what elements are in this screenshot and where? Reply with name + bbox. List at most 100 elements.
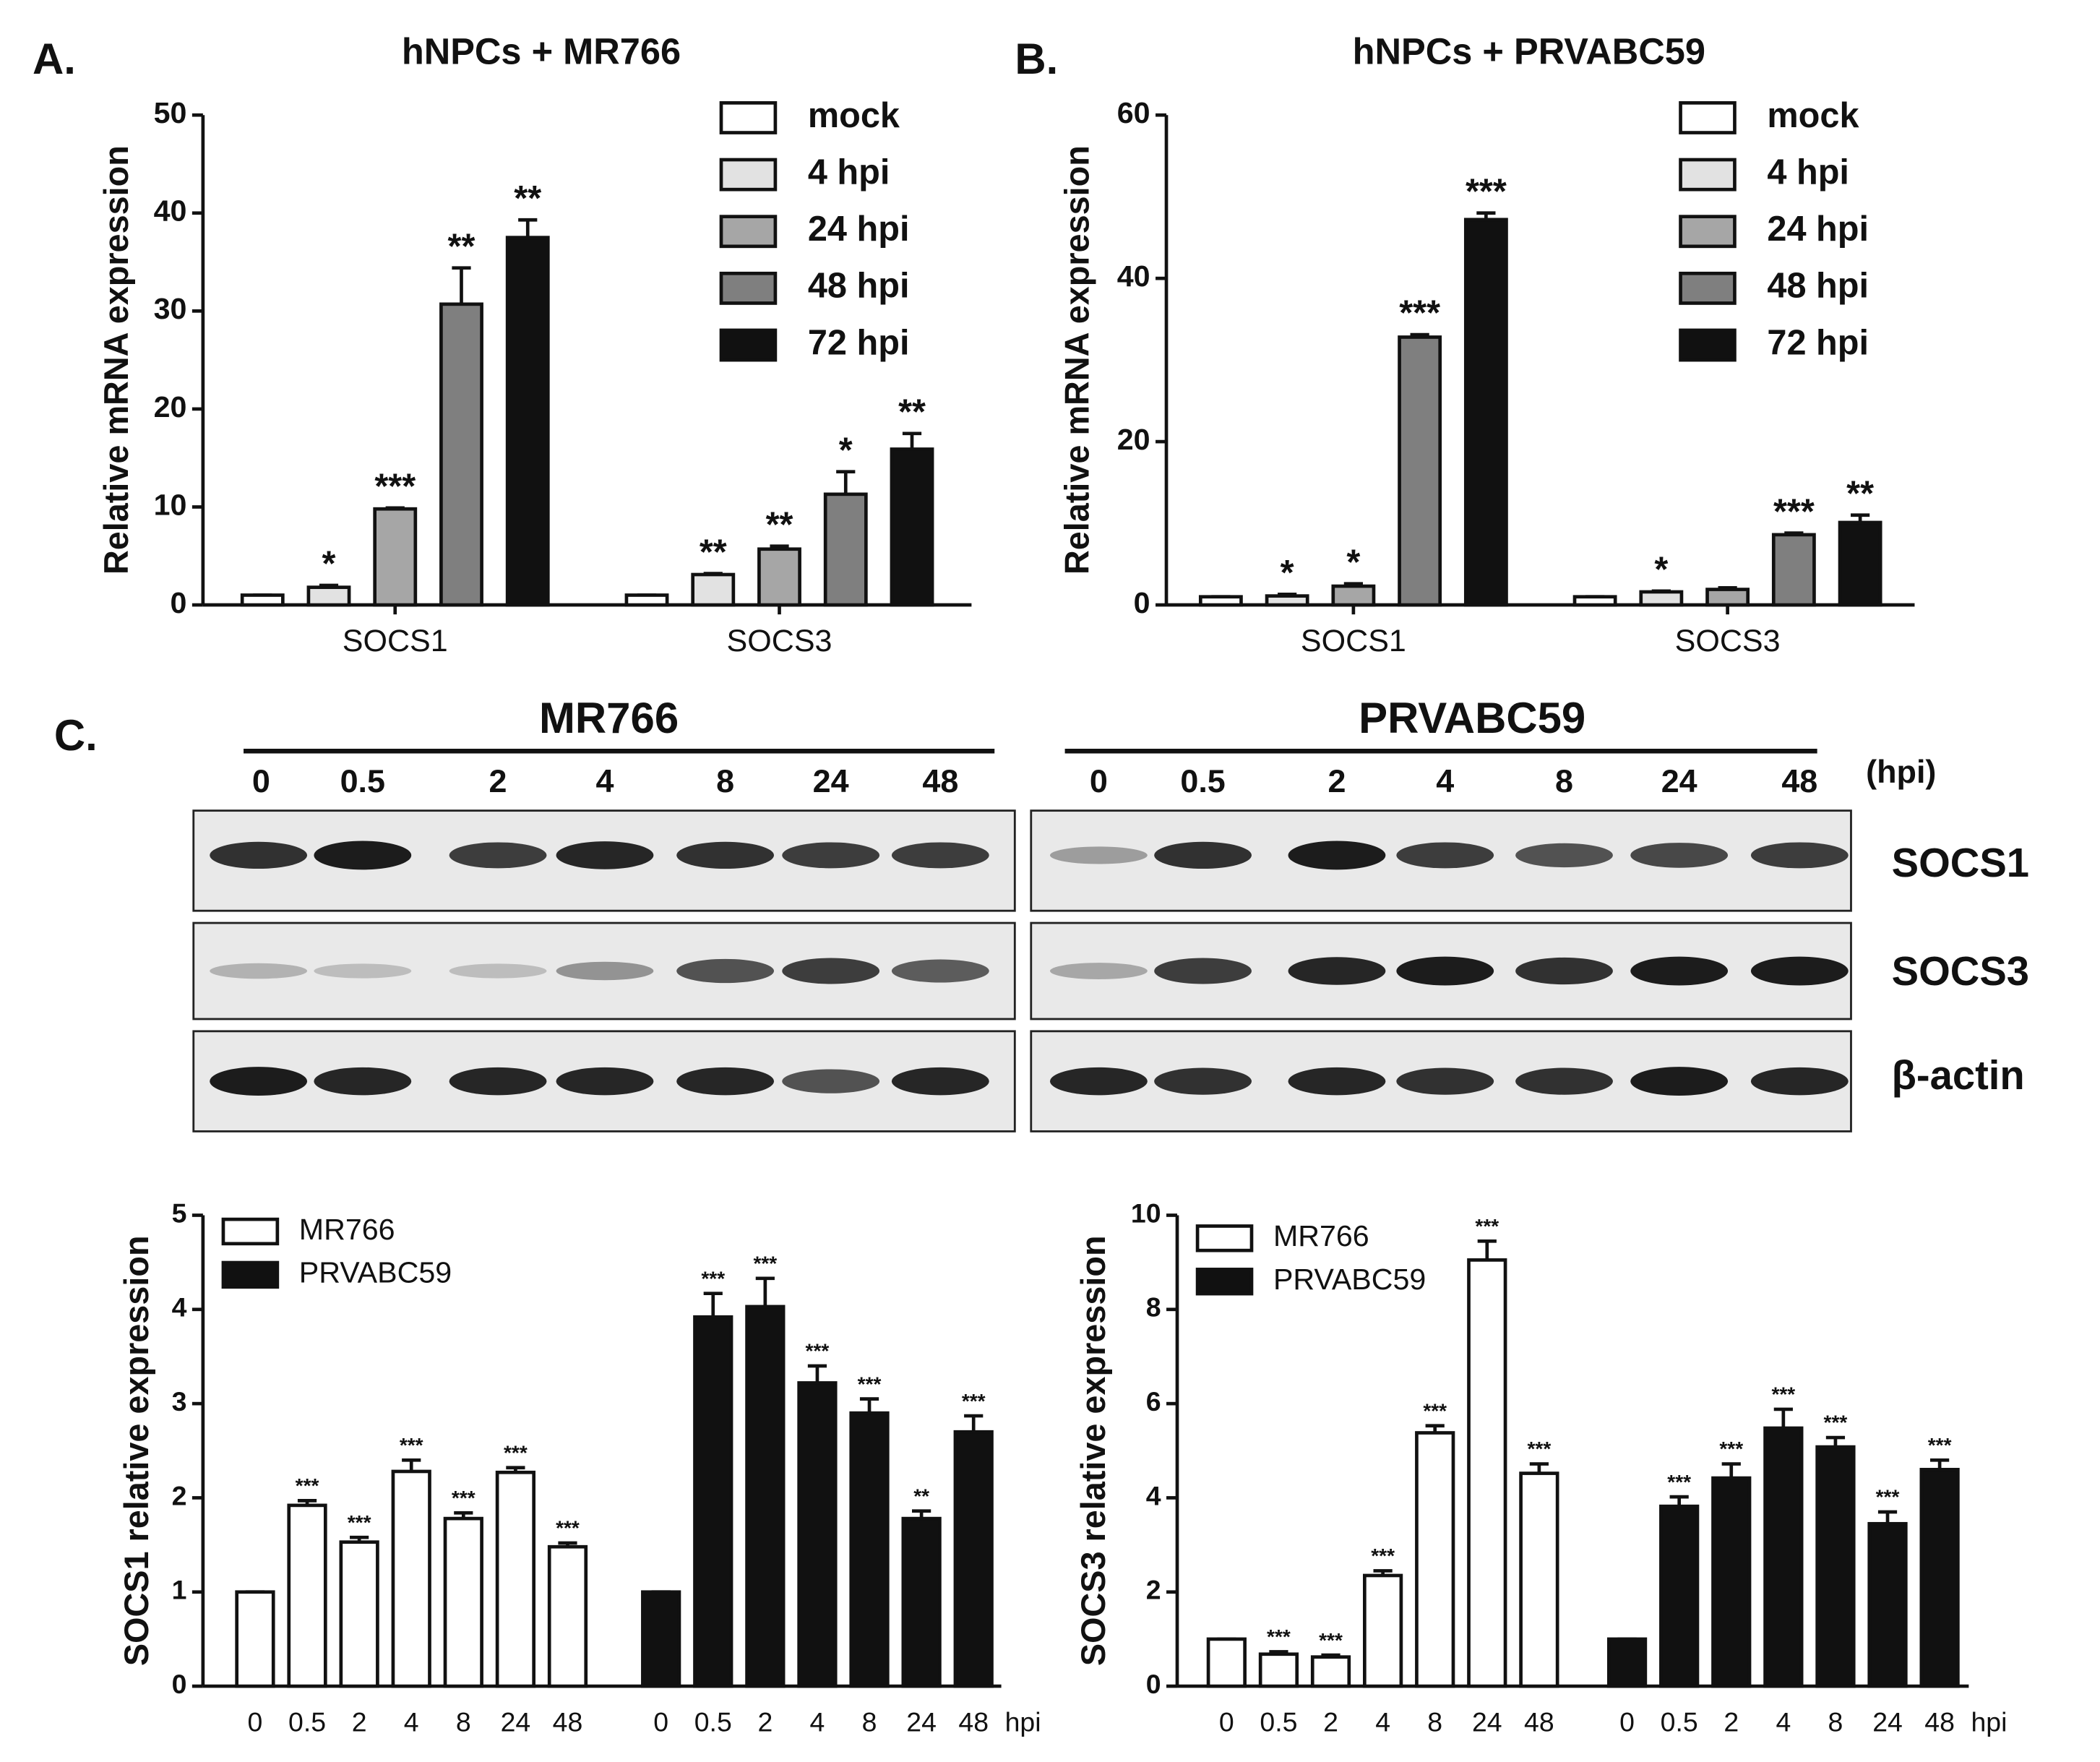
- bar: [443, 1516, 483, 1688]
- blot-band: [1396, 1067, 1494, 1095]
- legend-swatch: [1679, 101, 1737, 134]
- significance: *: [1281, 554, 1294, 593]
- significance: ***: [1475, 1215, 1499, 1237]
- significance: ***: [1876, 1486, 1900, 1508]
- x-tick-label: SOCS1: [1301, 624, 1406, 658]
- significance: ***: [504, 1441, 528, 1464]
- x-tick-label: 48: [553, 1706, 583, 1737]
- x-tick-label: 2: [1323, 1706, 1338, 1737]
- significance: ***: [400, 1434, 423, 1456]
- legend-label: 4 hpi: [1767, 152, 1849, 192]
- significance: ***: [348, 1511, 371, 1534]
- bar: [1362, 1573, 1403, 1688]
- lane-label: 48: [1781, 762, 1817, 799]
- x-tick-label: SOCS1: [343, 624, 448, 658]
- legend-swatch: [1195, 1224, 1254, 1252]
- bar: [391, 1469, 431, 1688]
- legend-label: 48 hpi: [1767, 267, 1869, 306]
- bar: [890, 447, 934, 607]
- blot-band: [210, 841, 308, 869]
- legend-swatch: [1195, 1268, 1254, 1296]
- lane-label: 0: [252, 762, 270, 799]
- bar: [953, 1430, 994, 1688]
- blot-band: [1515, 1067, 1613, 1095]
- x-tick-label: 24: [1472, 1706, 1502, 1737]
- lane-unit: (hpi): [1866, 753, 1936, 790]
- blot-band: [314, 841, 412, 870]
- y-tick-label: 60: [1117, 96, 1150, 129]
- bar: [691, 572, 736, 607]
- bar: [547, 1544, 588, 1688]
- y-tick-label: 40: [154, 194, 187, 228]
- significance: ***: [296, 1474, 319, 1497]
- blot-band: [1396, 842, 1494, 869]
- significance: ***: [1771, 1383, 1795, 1406]
- blot-band: [676, 1067, 775, 1096]
- strain-label: PRVABC59: [1359, 694, 1585, 742]
- blot-band: [1050, 1067, 1148, 1096]
- y-tick-label: 5: [172, 1198, 187, 1228]
- legend-label: mock: [1767, 96, 1859, 135]
- significance: **: [448, 227, 475, 266]
- y-axis-label: Relative mRNA expression: [1059, 145, 1096, 575]
- bar: [901, 1516, 942, 1688]
- lane-label: 4: [595, 762, 614, 799]
- x-tick-label: 0.5: [1260, 1706, 1297, 1737]
- significance: ***: [1466, 172, 1507, 211]
- significance: **: [1846, 474, 1874, 513]
- x-tick-label: 0.5: [1661, 1706, 1698, 1737]
- bar: [240, 593, 285, 607]
- legend-label: 24 hpi: [808, 210, 910, 249]
- bar: [1838, 520, 1882, 607]
- significance: *: [1346, 543, 1360, 582]
- blot-band: [891, 1067, 989, 1096]
- x-unit-label: hpi: [1005, 1706, 1041, 1737]
- x-tick-label: 8: [862, 1706, 877, 1737]
- y-tick-label: 1: [172, 1575, 187, 1605]
- legend-swatch: [221, 1217, 280, 1246]
- legend-swatch: [1679, 215, 1737, 249]
- bar: [1919, 1468, 1960, 1688]
- bar: [1867, 1521, 1908, 1688]
- legend-label: mock: [808, 96, 900, 135]
- row-label: β-actin: [1892, 1052, 2025, 1098]
- significance: ***: [1319, 1629, 1343, 1651]
- bar: [287, 1503, 327, 1688]
- lane-label: 8: [716, 762, 734, 799]
- legend-swatch: [719, 328, 778, 362]
- lane-label: 0: [1090, 762, 1108, 799]
- blot-band: [210, 1067, 308, 1096]
- legend-swatch: [719, 101, 778, 134]
- legend-swatch: [1679, 271, 1737, 305]
- x-tick-label: 24: [1872, 1706, 1903, 1737]
- legend-label: PRVABC59: [299, 1256, 452, 1289]
- x-tick-label: 2: [757, 1706, 773, 1737]
- blot-band: [1750, 842, 1849, 869]
- bar: [1467, 1258, 1507, 1688]
- bar: [1398, 335, 1442, 607]
- y-axis-label: Relative mRNA expression: [98, 145, 135, 575]
- x-tick-label: 24: [501, 1706, 531, 1737]
- legend-label: 72 hpi: [1767, 323, 1869, 362]
- bar: [1265, 594, 1309, 607]
- x-tick-label: 8: [456, 1706, 471, 1737]
- legend-swatch: [719, 215, 778, 249]
- legend-label: PRVABC59: [1273, 1263, 1426, 1296]
- lane-label: 24: [1661, 762, 1697, 799]
- significance: ***: [806, 1340, 830, 1362]
- bar: [505, 236, 550, 607]
- row-label: SOCS1: [1892, 840, 2029, 885]
- blot-band: [782, 842, 880, 869]
- x-tick-label: 24: [906, 1706, 937, 1737]
- blot-band: [1154, 1067, 1252, 1095]
- blot-band: [1396, 956, 1494, 986]
- lane-label: 24: [813, 762, 849, 799]
- chart-title: hNPCs + PRVABC59: [1353, 30, 1705, 72]
- blot-band: [556, 1067, 654, 1096]
- blot-band: [1515, 843, 1613, 868]
- blot-band: [556, 841, 654, 869]
- y-tick-label: 4: [172, 1292, 187, 1323]
- y-tick-label: 40: [1117, 259, 1150, 293]
- legend-label: MR766: [1273, 1219, 1369, 1252]
